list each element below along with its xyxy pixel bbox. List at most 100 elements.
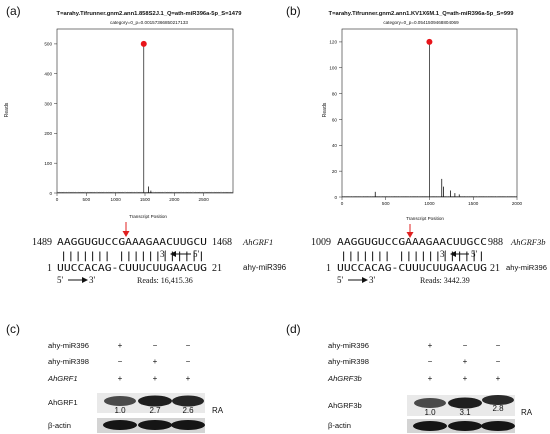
target-sequence-b: AAGGUGUCCGAAAGAACUUGCC — [337, 237, 487, 248]
plot-b-xtick-label: 1500 — [468, 201, 479, 206]
panel-a: (a) T=arahy.Tifrunner.gnm2.ann1.858S2J.1… — [4, 4, 287, 285]
ra-c-1: 1.0 — [114, 406, 126, 415]
plot-b-peak-marker — [426, 38, 433, 45]
plot-b-xtick-label: 500 — [382, 201, 390, 206]
plot-a-ytick-label: 100 — [44, 161, 52, 166]
arrow-bottom-5prime-b: 5' — [337, 275, 344, 285]
actin-band-d-2 — [448, 421, 482, 431]
row-label-c-1: ahy-miR396 — [48, 341, 89, 350]
plot-b-ytick-label: 60 — [332, 117, 338, 122]
band-label-d-2: β-actin — [328, 421, 351, 430]
cleavage-arrow-a — [122, 222, 130, 237]
bottom-end-a: 21 — [212, 263, 222, 274]
band-d-1-3 — [482, 395, 514, 405]
plot-a-ytick-label: 300 — [44, 101, 52, 106]
mark-d-2-2: + — [463, 357, 468, 366]
plot-a-peak-marker — [140, 40, 147, 47]
actin-band-c-1 — [103, 420, 137, 430]
plot-b-ytick-label: 100 — [329, 66, 337, 71]
mirna-name-b: ahy-miR396 — [506, 263, 547, 272]
ra-c-2: 2.7 — [149, 406, 161, 415]
target-gene-a: AhGRF1 — [242, 237, 273, 247]
cleavage-arrow-b — [406, 224, 414, 238]
plot-a-ytick-label: 400 — [44, 72, 52, 77]
band-label-c-2: β-actin — [48, 421, 71, 430]
mark-c-2-3: − — [186, 357, 191, 366]
x-axis-label-a: Transcript Position — [129, 214, 167, 219]
mark-c-1-2: − — [153, 341, 158, 350]
ra-d-1: 1.0 — [424, 408, 436, 417]
plot-b-ytick-label: 80 — [332, 91, 338, 96]
plot-title-a: T=arahy.Tifrunner.gnm2.ann1.858S2J.1_Q=a… — [57, 11, 243, 17]
panel-d: (d) ahy-miR396 + − − ahy-miR398 − + − Ah… — [286, 322, 533, 433]
arrow-left-b — [450, 251, 469, 257]
arrow-right-b — [348, 277, 368, 283]
plot-b-xtick-label: 2000 — [512, 201, 523, 206]
plot-b-ytick-label: 40 — [332, 143, 338, 148]
band-c-1-2 — [138, 395, 172, 407]
target-sequence-a: AAGGUGUCCGAAAGAACUUGCU — [57, 237, 207, 248]
ra-d-3: 2.8 — [492, 404, 504, 413]
mark-d-2-1: − — [428, 357, 433, 366]
ra-c-3: 2.6 — [182, 406, 194, 415]
mark-d-2-3: − — [496, 357, 501, 366]
mirna-sequence-b: UUCCACAG-CUUUCUUGAACUG — [337, 263, 487, 274]
plot-b-xtick-label: 0 — [341, 201, 344, 206]
mark-c-2-1: − — [118, 357, 123, 366]
band-d-1-2 — [448, 397, 482, 409]
target-gene-b: AhGRF3b — [510, 237, 545, 247]
ra-label-c: RA — [212, 406, 224, 415]
panel-c: (c) ahy-miR396 + − − ahy-miR398 − + − Ah… — [6, 322, 224, 433]
row-label-c-2: ahy-miR398 — [48, 357, 89, 366]
plot-a-xtick-label: 1500 — [140, 197, 151, 202]
plot-a-xtick-label: 1000 — [111, 197, 122, 202]
reads-b: Reads: 3442.39 — [420, 276, 470, 285]
plot-a-xtick-label: 2000 — [169, 197, 180, 202]
band-d-1-1 — [414, 398, 446, 408]
row-label-d-1: ahy-miR396 — [328, 341, 369, 350]
plot-a-xtick-label: 2500 — [199, 197, 210, 202]
arrow-top-5prime-a: 5' — [193, 249, 200, 259]
y-axis-label-b: Reads — [322, 102, 328, 117]
panel-label-a: (a) — [6, 4, 21, 18]
x-axis-label-b: Transcript Position — [406, 216, 444, 221]
mark-c-1-1: + — [118, 341, 123, 350]
panel-b: (b) T=arahy.Tifrunner.gnm2.ann1.KV1X6M.1… — [286, 4, 547, 285]
band-label-d-1: AhGRF3b — [328, 401, 362, 410]
panel-label-b: (b) — [286, 4, 301, 18]
panel-label-c: (c) — [6, 322, 20, 336]
plot-b-ytick-label: 120 — [329, 40, 337, 45]
mirna-sequence-a: UUCCACAG-CUUUCUUGAACUG — [57, 263, 207, 274]
mark-c-3-2: + — [153, 374, 158, 383]
arrow-right-a — [68, 277, 88, 283]
band-label-c-1: AhGRF1 — [48, 398, 78, 407]
plot-title-b: T=arahy.Tifrunner.gnm2.ann1.KV1X6M.1_Q=a… — [329, 11, 515, 17]
top-start-b: 1009 — [311, 237, 331, 248]
panel-label-d: (d) — [286, 322, 301, 336]
plot-subtitle-a: category=0_p=0.00157366850217133 — [110, 20, 188, 25]
plot-b-xtick-label: 1000 — [424, 201, 435, 206]
mark-d-1-3: − — [496, 341, 501, 350]
plot-a-ytick-label: 0 — [49, 191, 52, 196]
mark-d-3-1: + — [428, 374, 433, 383]
bottom-end-b: 21 — [490, 263, 500, 274]
mark-c-2-2: + — [153, 357, 158, 366]
row-label-c-3: AhGRF1 — [47, 374, 78, 383]
plot-a-ytick-label: 500 — [44, 42, 52, 47]
top-end-b: 988 — [488, 237, 503, 248]
mark-c-3-1: + — [118, 374, 123, 383]
plot-b-ytick-label: 20 — [332, 169, 338, 174]
plot-b-ytick-label: 0 — [334, 195, 337, 200]
plot-a-frame — [56, 28, 234, 194]
plot-a-ytick-label: 200 — [44, 131, 52, 136]
actin-band-c-3 — [171, 420, 205, 430]
actin-band-d-3 — [481, 421, 515, 431]
plot-area-b: 0 20 40 60 80 100 120 0 500 1000 1500 2000 — [329, 28, 523, 206]
mark-c-1-3: − — [186, 341, 191, 350]
ra-d-2: 3.1 — [459, 408, 471, 417]
mirna-name-a: ahy-miR396 — [243, 263, 287, 272]
y-axis-label-a: Reads — [4, 102, 10, 117]
arrow-bottom-3prime-b: 3' — [369, 275, 376, 285]
mark-d-1-1: + — [428, 341, 433, 350]
